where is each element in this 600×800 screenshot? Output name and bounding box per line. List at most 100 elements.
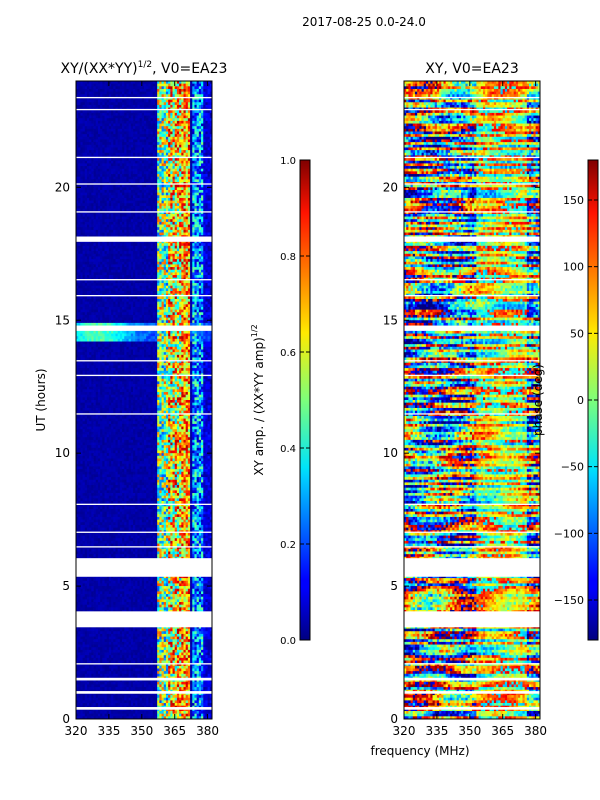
heatmap-cell [111,229,114,233]
heatmap-cell [137,221,141,225]
heatmap-cell [174,147,178,151]
heatmap-cell [163,219,167,223]
heatmap-cell [80,219,83,223]
heatmap-cell [154,232,158,236]
heatmap-cell [111,283,114,287]
heatmap-cell [161,160,165,164]
heatmap-cell [115,251,119,255]
heatmap-cell [183,291,187,295]
heatmap-cell [179,291,182,295]
heatmap-cell [150,104,154,108]
heatmap-cell [108,224,112,228]
heatmap-cell [111,189,114,194]
heatmap-cell [157,131,160,135]
heatmap-cell [159,128,162,132]
heatmap-cell [181,240,184,244]
heatmap-cell [198,275,202,279]
heatmap-cell [84,110,88,114]
heatmap-cell [117,285,121,289]
heatmap-cell [170,256,173,260]
heatmap-cell [190,197,193,202]
heatmap-cell [146,134,149,138]
heatmap-cell [117,248,121,252]
heatmap-cell [187,211,191,215]
heatmap-cell [130,179,134,183]
heatmap-cell [207,200,211,204]
heatmap-cell [93,94,97,98]
heatmap-cell [78,261,81,265]
heatmap-cell [86,229,90,233]
heatmap-cell [152,174,156,178]
heatmap-cell [141,112,145,116]
heatmap-cell [82,283,86,287]
heatmap-cell [78,166,81,170]
heatmap-cell [196,269,200,273]
heatmap-cell [117,272,121,276]
heatmap-cell [119,94,123,98]
heatmap-cell [163,144,167,148]
heatmap-cell [100,285,103,289]
heatmap-cell [97,205,101,209]
heatmap-cell [144,187,147,191]
heatmap-cell [170,139,173,143]
heatmap-cell [205,171,209,175]
heatmap-cell [174,224,178,228]
heatmap-cell [84,104,88,108]
heatmap-cell [203,118,206,122]
heatmap-cell [137,285,141,289]
heatmap-cell [128,86,132,90]
heatmap-cell [95,264,99,268]
heatmap-cell [150,229,154,233]
heatmap-cell [108,192,112,196]
heatmap-cell [187,166,191,170]
heatmap-cell [144,174,147,178]
heatmap-cell [119,253,123,257]
heatmap-cell [154,269,158,273]
heatmap-cell [194,158,198,162]
heatmap-cell [194,81,198,85]
heatmap-cell [93,240,97,244]
heatmap-cell [97,81,101,85]
heatmap-cell [135,261,138,265]
heatmap-cell [128,144,132,148]
heatmap-cell [124,283,127,287]
heatmap-cell [152,272,156,276]
heatmap-cell [95,280,99,284]
heatmap-cell [192,291,195,295]
heatmap-cell [152,291,156,295]
heatmap-cell [190,171,193,175]
heatmap-cell [122,179,125,183]
heatmap-cell [93,158,97,162]
heatmap-cell [192,275,195,279]
heatmap-cell [190,211,193,215]
heatmap-cell [185,200,189,204]
heatmap-cell [190,187,193,191]
heatmap-cell [170,115,173,119]
heatmap-cell [154,139,158,143]
heatmap-cell [163,245,167,249]
heatmap-cell [165,261,169,265]
heatmap-cell [104,232,108,236]
heatmap-cell [163,187,167,191]
heatmap-cell [152,88,156,93]
heatmap-cell [128,197,132,202]
heatmap-cell [135,88,138,93]
heatmap-cell [126,112,130,116]
heatmap-cell [91,197,94,202]
heatmap-cell [137,88,141,93]
heatmap-cell [163,120,167,124]
heatmap-cell [89,86,92,90]
heatmap-cell [161,174,165,178]
heatmap-cell [104,131,108,135]
heatmap-cell [179,229,182,233]
heatmap-cell [181,211,184,215]
heatmap-cell [203,264,206,268]
heatmap-cell [161,131,165,135]
heatmap-cell [91,96,94,101]
heatmap-cell [119,275,123,279]
heatmap-cell [130,216,134,220]
heatmap-cell [128,136,132,140]
heatmap-cell [174,99,178,103]
heatmap-cell [128,189,132,194]
heatmap-cell [78,88,81,93]
